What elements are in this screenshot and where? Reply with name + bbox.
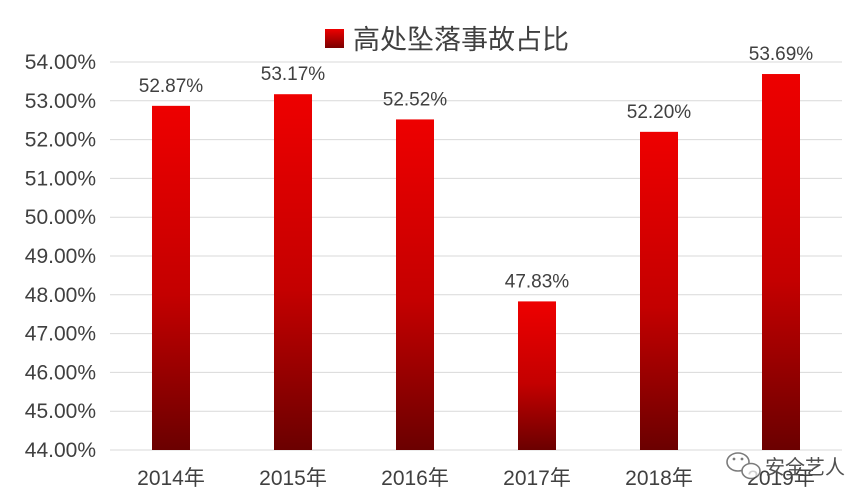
watermark-text: 安全艺人: [765, 455, 845, 479]
bar: [274, 94, 312, 450]
bar-data-label: 47.83%: [505, 271, 570, 292]
y-tick-label: 46.00%: [25, 361, 96, 384]
grid-lines: [110, 61, 842, 451]
bar: [762, 74, 800, 450]
bar: [396, 119, 434, 450]
y-tick-label: 54.00%: [25, 51, 96, 74]
y-tick-label: 50.00%: [25, 206, 96, 229]
legend-label: 高处坠落事故占比: [353, 25, 569, 56]
y-tick-label: 51.00%: [25, 167, 96, 190]
x-category-label: 2014年: [137, 467, 205, 490]
x-category-label: 2017年: [503, 467, 571, 490]
bar-data-label: 52.52%: [383, 89, 448, 110]
bar-data-label: 53.17%: [261, 64, 326, 85]
bar: [518, 301, 556, 450]
bar: [152, 105, 190, 451]
x-category-label: 2015年: [259, 467, 327, 490]
y-tick-label: 53.00%: [25, 90, 96, 113]
y-tick-label: 47.00%: [25, 323, 96, 346]
x-category-label: 2018年: [625, 467, 693, 490]
y-axis-tick-labels: 44.00% 45.00% 46.00% 47.00% 48.00% 49.00% 50.0…: [25, 51, 96, 462]
x-category-label: 2019年: [747, 467, 815, 490]
bar: [640, 131, 678, 450]
wechat-icon: [726, 452, 761, 480]
y-tick-label: 52.00%: [25, 129, 96, 152]
x-category-label: 2016年: [381, 467, 449, 490]
bar-data-label: 53.69%: [749, 44, 814, 65]
x-axis-category-labels: 2014年 2015年 2016年 2017年 2018年 2019年: [137, 467, 815, 490]
y-tick-label: 44.00%: [25, 439, 96, 462]
y-tick-label: 45.00%: [25, 400, 96, 423]
legend: 高处坠落事故占比: [325, 25, 569, 56]
bar-data-label: 52.20%: [627, 102, 692, 123]
watermark: 安全艺人: [726, 452, 845, 480]
bars: [152, 74, 800, 451]
bar-data-label: 52.87%: [139, 76, 204, 97]
bar-data-labels: 52.87% 53.17% 52.52% 47.83% 52.20% 53.69%: [139, 44, 814, 292]
y-tick-label: 49.00%: [25, 245, 96, 268]
y-tick-label: 48.00%: [25, 284, 96, 307]
legend-swatch: [325, 29, 344, 48]
